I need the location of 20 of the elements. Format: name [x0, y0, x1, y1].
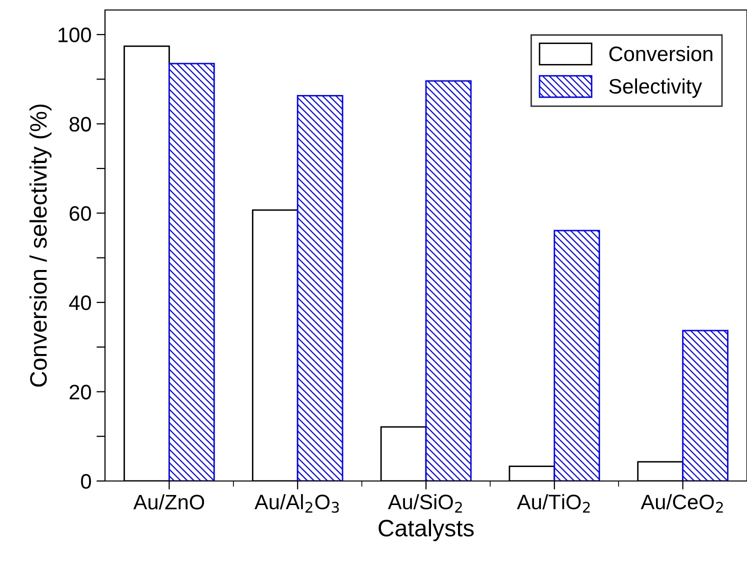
bar [682, 330, 728, 481]
x-axis-title: Catalysts [378, 519, 474, 542]
y-tick-label: 20 [70, 384, 91, 400]
y-tick-label: 100 [58, 28, 91, 42]
bar [296, 95, 344, 481]
bar [425, 80, 472, 481]
legend-label: Selectivity [609, 78, 702, 98]
y-tick-label: 40 [69, 295, 91, 310]
legend-label: Conversion [609, 46, 712, 62]
x-tick-label: Au/SiO$_{2}$ [388, 494, 462, 513]
y-tick-label: 60 [70, 206, 91, 221]
x-tick-label: Au/ZnO [133, 494, 204, 510]
x-tick-label: Au/TiO$_{2}$ [516, 494, 590, 513]
x-tick-label: Au/Al$_{2}$O$_{3}$ [254, 494, 339, 513]
y-axis-title: Conversion / selectivity (%) [29, 104, 52, 387]
x-tick-label: Au/CeO$_{2}$ [640, 494, 723, 513]
y-tick-label: 0 [81, 474, 91, 489]
bar [554, 230, 600, 481]
bar [168, 62, 215, 481]
y-tick-label: 80 [70, 116, 91, 132]
